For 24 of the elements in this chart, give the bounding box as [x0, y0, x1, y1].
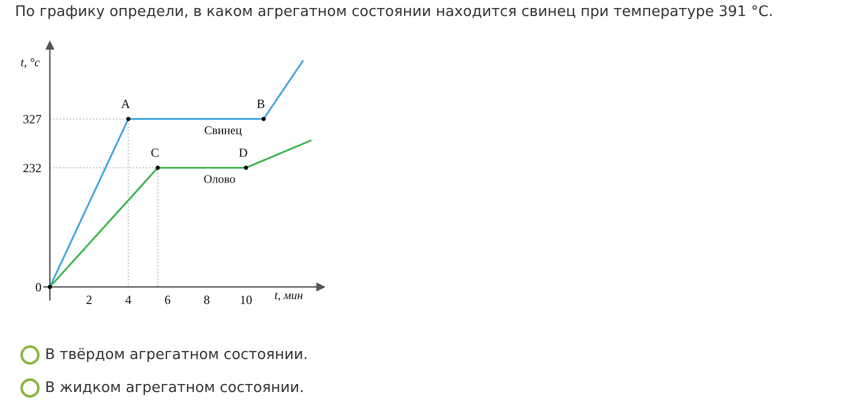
- point: [262, 116, 266, 122]
- point: [126, 116, 130, 122]
- y-tick-label: 232: [23, 164, 41, 172]
- text: По графику определи, в каком агрегатном состоянии находится свинец при температуре 391 °C.: [16, 5, 772, 20]
- text: В жидком агрегатном состоянии.: [46, 381, 302, 396]
- x-tick-label: 6: [164, 296, 170, 304]
- point: [244, 166, 248, 170]
- annotation: A: [121, 100, 130, 108]
- y-tick-label: 0: [36, 282, 42, 292]
- annotation: B: [257, 100, 264, 108]
- text: В твёрдом агрегатном состоянии.: [46, 348, 306, 362]
- annotation: C: [151, 148, 158, 157]
- x-tick-label: 10: [240, 296, 252, 304]
- point: [156, 166, 160, 170]
- series-label: Свинец: [204, 126, 242, 136]
- x-tick-label: 8: [204, 296, 210, 304]
- x-axis-title: t, мин: [274, 292, 303, 301]
- y-tick-label: 327: [23, 115, 42, 124]
- point: [48, 284, 52, 290]
- x-tick-label: 4: [125, 296, 132, 304]
- series-label: Олово: [204, 175, 235, 184]
- x-tick-label: 2: [86, 296, 92, 304]
- y-axis-title: t, °c: [21, 58, 40, 68]
- annotation: D: [239, 148, 248, 157]
